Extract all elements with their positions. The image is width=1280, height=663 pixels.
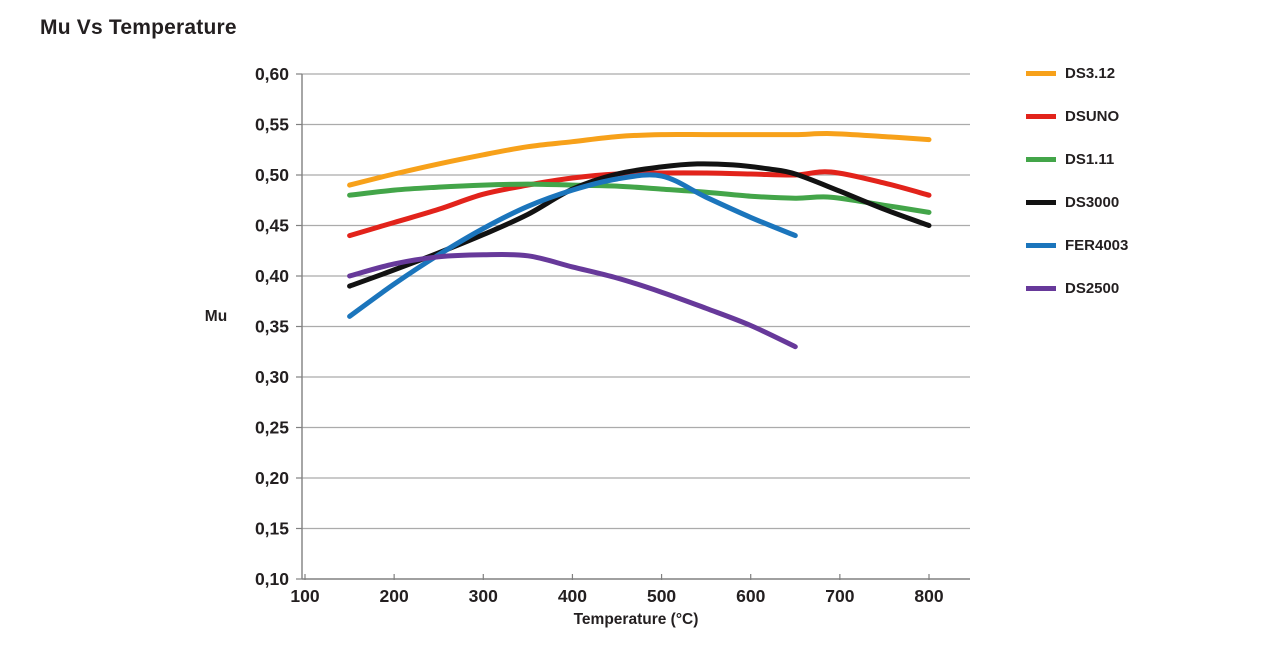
y-tick-label: 0,55 (255, 115, 289, 135)
legend-item-DSUNO: DSUNO (1026, 107, 1128, 125)
x-tick-label: 600 (736, 586, 765, 606)
y-tick-label: 0,40 (255, 266, 289, 286)
legend-swatch-DS2500 (1026, 285, 1056, 291)
legend-swatch-FER4003 (1026, 242, 1056, 248)
legend-item-DS1.11: DS1.11 (1026, 150, 1128, 168)
y-tick-label: 0,60 (255, 64, 289, 84)
legend-label: DS2500 (1065, 279, 1120, 297)
legend-swatch-DS3000 (1026, 199, 1056, 205)
legend-label: DSUNO (1065, 107, 1120, 125)
x-tick-label: 100 (290, 586, 319, 606)
legend-item-DS3000: DS3000 (1026, 193, 1128, 211)
x-axis-title: Temperature (°C) (573, 611, 699, 628)
y-tick-label: 0,30 (255, 367, 289, 387)
legend-item-DS3.12: DS3.12 (1026, 64, 1128, 82)
y-tick-label: 0,45 (255, 216, 289, 236)
legend-swatch-DSUNO (1026, 113, 1056, 119)
legend-swatch-DS3.12 (1026, 70, 1056, 76)
y-tick-label: 0,15 (255, 519, 289, 539)
series-line-DS3.12 (347, 131, 932, 188)
y-axis-title: Mu (204, 308, 228, 325)
chart-title: Mu Vs Temperature (40, 16, 237, 39)
x-tick-label: 400 (558, 586, 587, 606)
y-tick-label: 0,20 (255, 468, 289, 488)
series-line-DS1.11 (347, 181, 932, 215)
x-tick-label: 700 (825, 586, 854, 606)
legend-label: DS3000 (1065, 193, 1120, 211)
x-tick-label: 800 (914, 586, 943, 606)
legend-item-FER4003: FER4003 (1026, 236, 1129, 254)
y-tick-label: 0,35 (255, 317, 289, 337)
series-line-FER4003 (347, 172, 798, 319)
chart-legend: DS3.12 DSUNO DS1.11 DS3000 FER4003 DS2500 (1026, 66, 1128, 324)
y-tick-label: 0,10 (255, 569, 289, 589)
x-tick-label: 500 (647, 586, 676, 606)
y-tick-label: 0,50 (255, 165, 289, 185)
x-tick-label: 300 (469, 586, 498, 606)
legend-label: DS1.11 (1065, 150, 1115, 168)
legend-swatch-DS1.11 (1026, 156, 1056, 162)
legend-item-DS2500: DS2500 (1026, 279, 1128, 297)
x-tick-label: 200 (380, 586, 409, 606)
y-tick-label: 0,25 (255, 418, 289, 438)
legend-label: DS3.12 (1065, 64, 1116, 82)
legend-label: FER4003 (1065, 236, 1129, 254)
series-line-DS2500 (347, 251, 798, 350)
